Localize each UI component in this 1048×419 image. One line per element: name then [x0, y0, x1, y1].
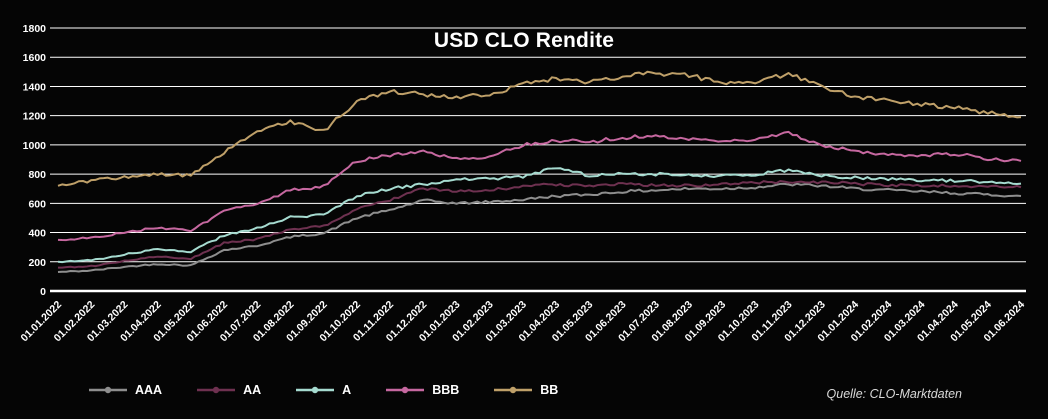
- y-tick-label: 600: [28, 198, 46, 210]
- series-line-A: [57, 167, 1022, 264]
- y-tick-label: 0: [40, 286, 46, 298]
- legend-item-bbb: BBB: [385, 383, 459, 397]
- legend-label: AAA: [135, 383, 163, 397]
- line-marker-icon: [197, 386, 236, 394]
- y-tick-label: 1800: [23, 23, 47, 35]
- y-tick-label: 1400: [23, 81, 47, 93]
- line-marker-icon: [296, 386, 335, 394]
- legend-item-bb: BB: [493, 383, 558, 397]
- chart-svg: 02004006008001000120014001600180001.01.2…: [18, 23, 1027, 344]
- line-marker-icon: [494, 386, 533, 394]
- y-tick-label: 800: [28, 169, 46, 181]
- y-tick-label: 1600: [23, 52, 47, 64]
- series-line-BB: [57, 70, 1022, 187]
- legend-dot: [212, 386, 220, 394]
- legend-item-aaa: AAA: [88, 383, 162, 397]
- legend-dot: [510, 386, 517, 394]
- y-tick-label: 200: [28, 257, 46, 269]
- line-marker-icon: [386, 386, 425, 394]
- y-tick-label: 1200: [23, 111, 47, 123]
- y-tick-label: 1000: [23, 140, 47, 152]
- legend: AAA AA A BBB BB: [88, 383, 558, 397]
- y-tick-label: 400: [28, 228, 46, 240]
- legend-item-aa: AA: [196, 383, 261, 397]
- legend-dot: [104, 386, 112, 394]
- legend-label: A: [342, 383, 352, 397]
- series-line-AA: [57, 180, 1022, 269]
- chart-title: USD CLO Rendite: [433, 29, 615, 52]
- legend-label: AA: [243, 383, 262, 397]
- legend-label: BB: [540, 383, 559, 397]
- legend-dot: [311, 386, 319, 394]
- legend-dot: [401, 386, 409, 394]
- series-line-AAA: [57, 182, 1022, 274]
- source-note: Quelle: CLO-Marktdaten: [826, 387, 962, 401]
- series-line-BBB: [57, 130, 1022, 242]
- line-marker-icon: [89, 386, 127, 394]
- legend-item-a: A: [295, 383, 351, 397]
- legend-label: BBB: [432, 383, 460, 397]
- chart-area: 0 200 400 600 800 1000 1200 1400 1600 1800 01.01.2…: [18, 23, 1027, 344]
